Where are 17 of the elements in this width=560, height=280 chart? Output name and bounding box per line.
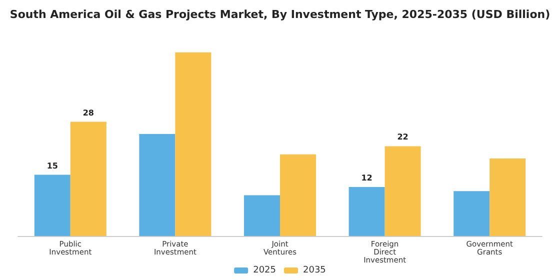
bar xyxy=(348,187,385,236)
data-label: 22 xyxy=(397,132,408,142)
bar xyxy=(244,195,280,236)
legend-label: 2035 xyxy=(303,266,326,276)
data-label: 15 xyxy=(46,161,58,170)
bar xyxy=(175,52,212,236)
bar xyxy=(454,191,490,236)
data-label: 12 xyxy=(361,174,372,183)
bar xyxy=(70,122,106,236)
bar xyxy=(280,154,316,236)
bar xyxy=(384,146,421,236)
bar xyxy=(34,174,70,236)
bar xyxy=(490,158,526,236)
chart-title: South America Oil & Gas Projects Market, By Investment Type, 2025-2035 (USD Billion) xyxy=(10,8,550,21)
bar xyxy=(139,134,176,236)
data-label: 28 xyxy=(82,108,94,118)
legend-label: 2025 xyxy=(253,266,276,276)
